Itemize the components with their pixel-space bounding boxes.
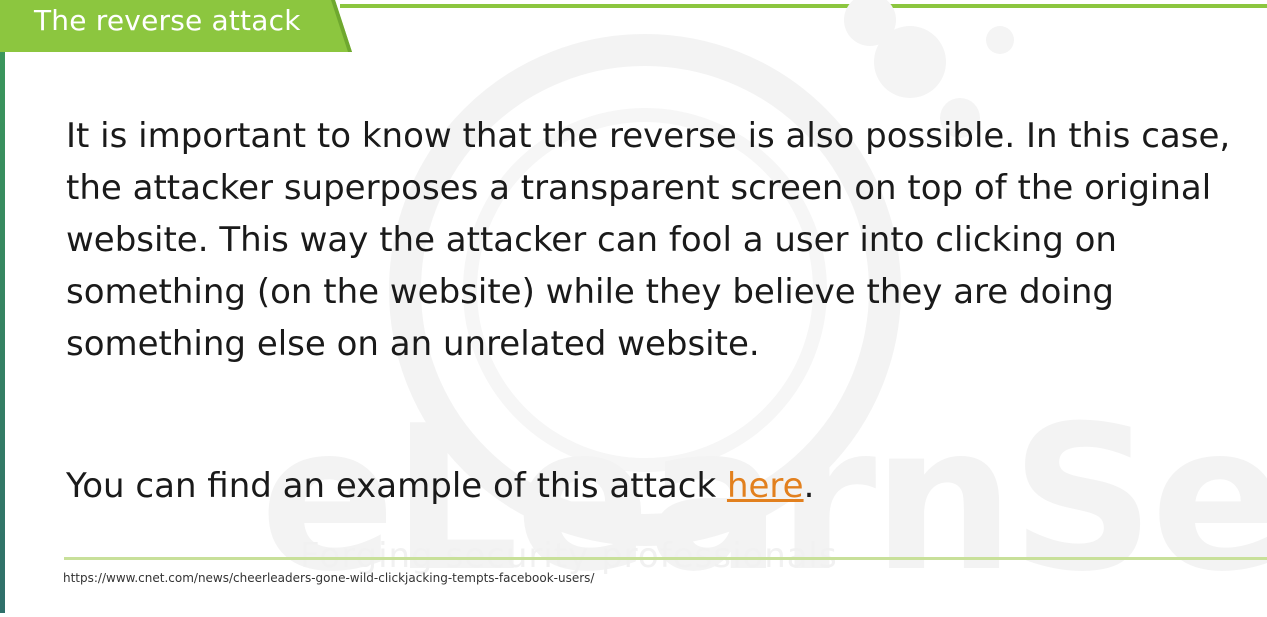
example-link[interactable]: here [726, 466, 804, 506]
example-line: You can find an example of this attack h… [66, 460, 1261, 512]
title-tab: The reverse attack [0, 0, 352, 52]
example-suffix: . [803, 466, 815, 506]
top-rule [340, 4, 1267, 8]
bottom-rule [64, 557, 1267, 560]
slide-title: The reverse attack [34, 4, 301, 37]
example-prefix: You can find an example of this attack [66, 466, 727, 506]
left-rail [0, 0, 5, 613]
body-paragraph: It is important to know that the reverse… [66, 116, 1231, 364]
footnote-url: https://www.cnet.com/news/cheerleaders-g… [63, 571, 595, 585]
title-tab-shape [0, 0, 352, 52]
